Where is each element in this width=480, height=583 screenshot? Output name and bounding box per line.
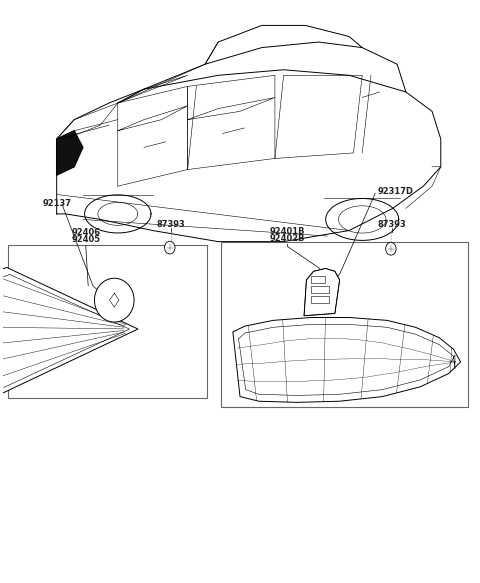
Text: 92402B: 92402B: [270, 234, 305, 243]
Text: 92137: 92137: [43, 199, 72, 208]
Polygon shape: [57, 131, 83, 175]
Bar: [311, 286, 329, 293]
Bar: [8, 245, 207, 398]
Polygon shape: [0, 268, 138, 394]
Bar: [221, 243, 468, 407]
Text: 92405: 92405: [71, 236, 100, 244]
Text: 92401B: 92401B: [270, 227, 305, 236]
Polygon shape: [304, 268, 340, 316]
Circle shape: [385, 243, 396, 255]
Bar: [311, 276, 325, 283]
Text: 92406: 92406: [71, 228, 100, 237]
Polygon shape: [233, 318, 461, 402]
Polygon shape: [95, 278, 134, 322]
Text: 87393: 87393: [157, 220, 186, 229]
Text: 87393: 87393: [377, 220, 406, 229]
Circle shape: [165, 241, 175, 254]
Text: 92317D: 92317D: [378, 188, 414, 196]
Bar: [311, 296, 329, 303]
